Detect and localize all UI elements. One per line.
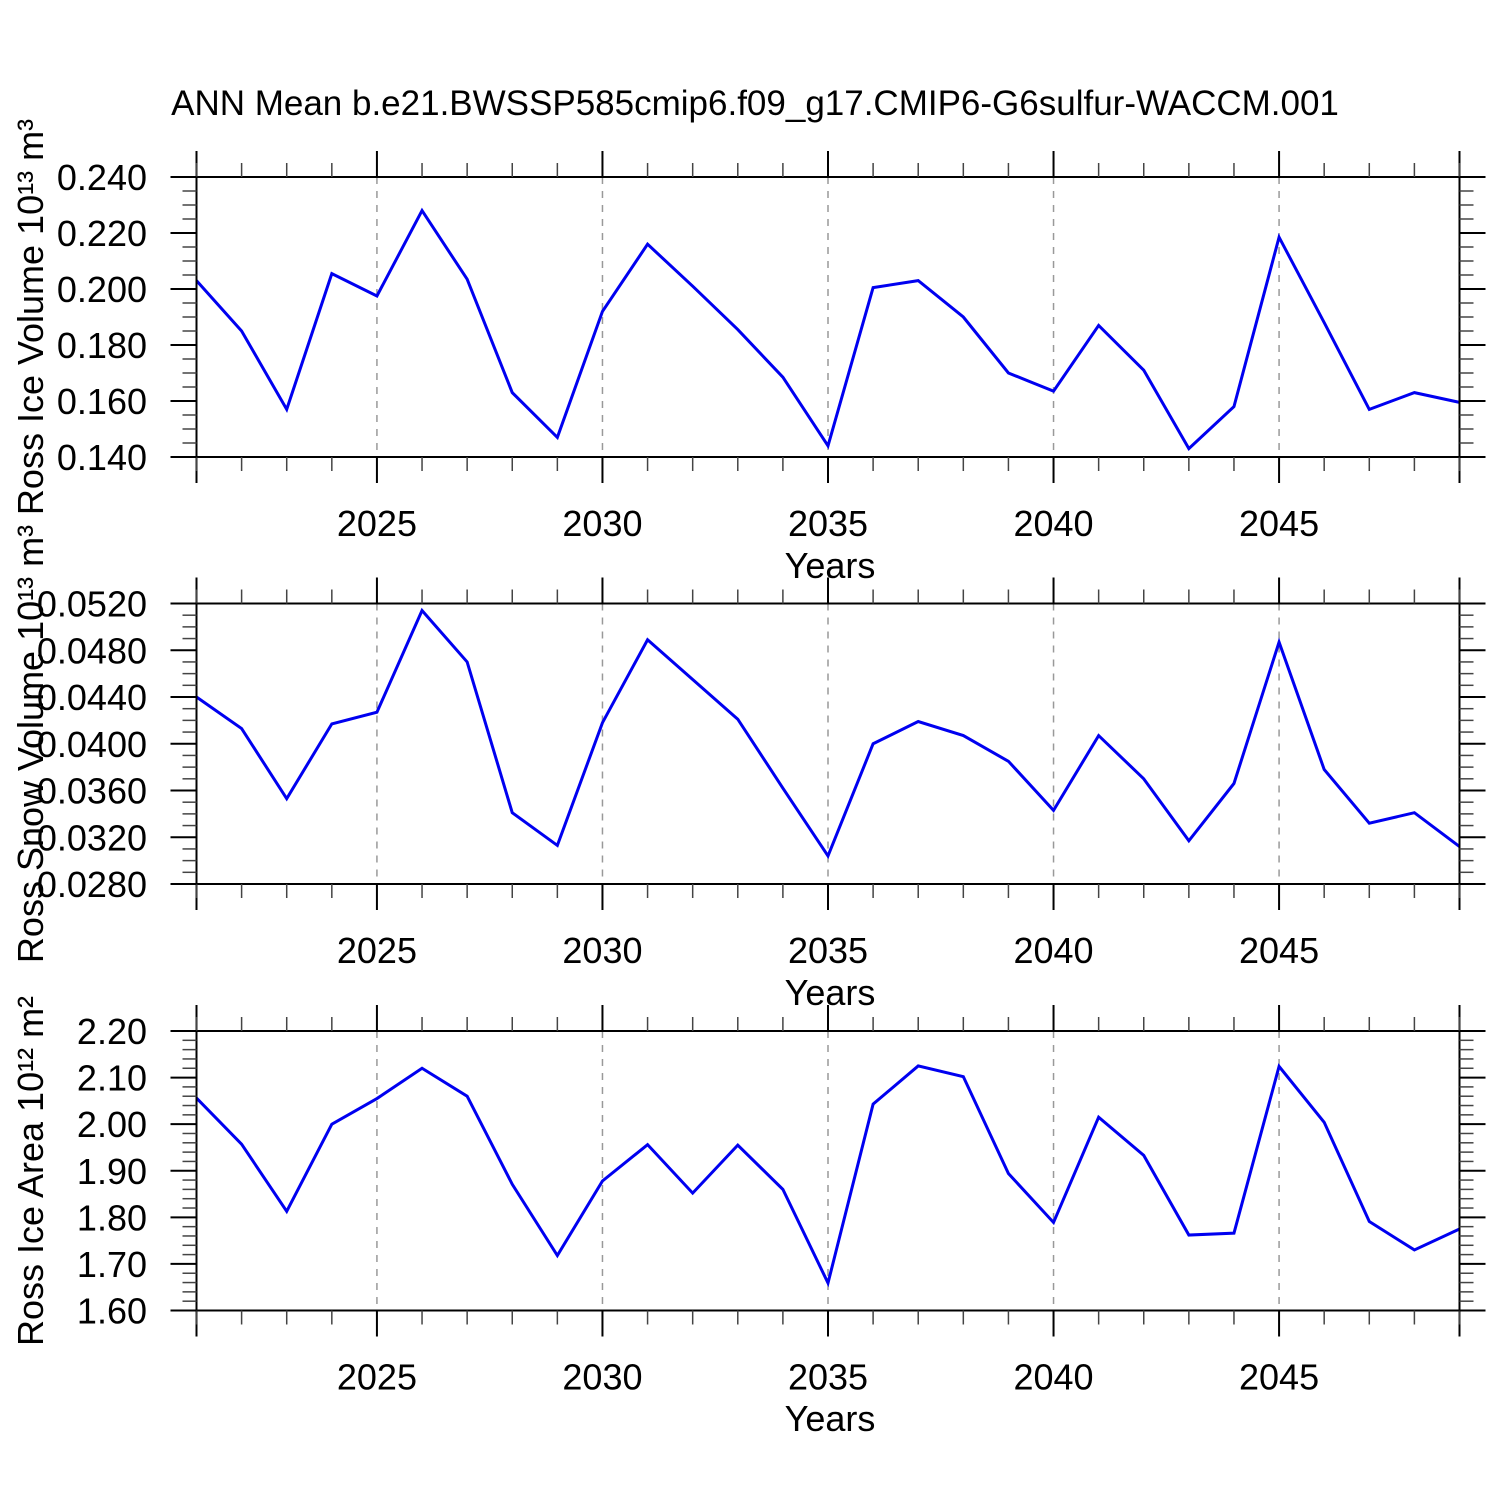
x-tick-label: 2030 <box>562 1357 642 1398</box>
y-tick-label: 0.240 <box>57 157 147 198</box>
ross-ice-volume-line <box>195 207 1460 451</box>
y-tick-label: 0.140 <box>57 437 147 478</box>
y-tick-label: 1.60 <box>77 1291 147 1332</box>
x-tick-label: 2030 <box>562 503 642 544</box>
y-tick-label: 2.10 <box>77 1058 147 1099</box>
y-tick-label: 1.70 <box>77 1244 147 1285</box>
chart-title: ANN Mean b.e21.BWSSP585cmip6.f09_g17.CMI… <box>171 84 1339 123</box>
x-tick-label: 2040 <box>1013 1357 1093 1398</box>
x-tick-label: 2025 <box>337 930 417 971</box>
y-tick-label: 2.00 <box>77 1104 147 1145</box>
x-tick-label: 2035 <box>788 503 868 544</box>
x-tick-label: 2040 <box>1013 503 1093 544</box>
y-tick-label: 0.0320 <box>37 817 147 858</box>
y-tick-label: 1.90 <box>77 1151 147 1192</box>
y-tick-label: 2.20 <box>77 1011 147 1052</box>
y-axis-title-ice-area: Ross Ice Area 10¹² m² <box>10 995 51 1347</box>
x-tick-label: 2035 <box>788 1357 868 1398</box>
y-tick-label: 0.0280 <box>37 864 147 905</box>
y-tick-label: 0.0360 <box>37 771 147 812</box>
y-tick-label: 0.160 <box>57 381 147 422</box>
ross-snow-volume-line <box>195 607 1461 860</box>
y-tick-label: 1.80 <box>77 1197 147 1238</box>
y-tick-label: 0.0480 <box>37 630 147 671</box>
x-axis-title-panel2: Years <box>784 972 876 1013</box>
x-axis-title-panel3: Years <box>784 1398 876 1439</box>
x-tick-label: 2040 <box>1013 930 1093 971</box>
x-tick-label: 2045 <box>1239 1357 1319 1398</box>
plot-frame <box>195 1030 1461 1312</box>
y-tick-label: 0.200 <box>57 269 147 310</box>
y-tick-label: 0.0400 <box>37 724 147 765</box>
x-tick-label: 2035 <box>788 930 868 971</box>
y-tick-label: 0.0440 <box>37 677 147 718</box>
y-tick-label: 0.0520 <box>37 584 147 625</box>
y-tick-label: 0.220 <box>57 213 147 254</box>
x-tick-label: 2025 <box>337 1357 417 1398</box>
y-axis-title-snow-volume: Ross Snow Volume 10¹³ m³ <box>10 524 51 964</box>
x-tick-label: 2045 <box>1239 503 1319 544</box>
ross-ice-area-line <box>195 1063 1461 1288</box>
x-tick-label: 2045 <box>1239 930 1319 971</box>
x-axis-title-panel1: Years <box>784 545 876 586</box>
x-tick-label: 2025 <box>337 503 417 544</box>
y-tick-label: 0.180 <box>57 325 147 366</box>
x-tick-label: 2030 <box>562 930 642 971</box>
y-axis-title-ice-volume: Ross Ice Volume 10¹³ m³ <box>10 118 51 516</box>
